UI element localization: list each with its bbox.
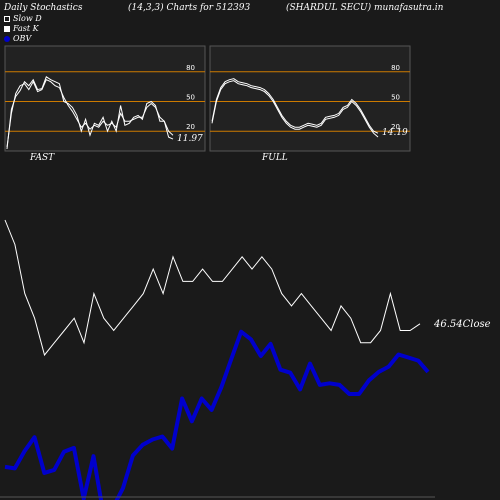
fast-series-1-line — [6, 76, 174, 150]
legend-label-slow-d: Slow D — [13, 14, 42, 23]
legend-item-fast-k: Fast K — [4, 24, 42, 34]
fast-panel-frame — [4, 45, 206, 152]
legend-item-slow-d: Slow D — [4, 14, 42, 24]
legend-label-fast-k: Fast K — [13, 24, 39, 33]
full-tick-label: 50 — [391, 94, 400, 102]
full-tick-label: 80 — [391, 64, 400, 72]
legend: Slow D Fast K OBV — [4, 14, 42, 44]
legend-label-obv: OBV — [13, 34, 32, 43]
legend-swatch-fast-k — [4, 26, 10, 32]
full-tick-label: 20 — [391, 123, 400, 131]
fast-series-2-line — [6, 79, 174, 148]
full-panel-frame — [209, 45, 411, 152]
full-series-1-line — [211, 78, 379, 134]
fast-panel-label: FAST — [30, 153, 55, 163]
fast-tick-label: 80 — [186, 64, 195, 72]
chart-title-params: (14,3,3) Charts for 512393 — [128, 3, 251, 13]
fast-end-label: 11.97 — [177, 134, 203, 144]
chart-title-right: (SHARDUL SECU) munafasutra.in — [286, 3, 444, 13]
fast-tick-label: 20 — [186, 123, 195, 131]
legend-swatch-slow-d — [4, 16, 10, 22]
full-end-label: 14.19 — [382, 128, 408, 138]
full-panel-label: FULL — [262, 153, 288, 163]
price-line — [4, 219, 421, 357]
full-series-2-line — [211, 80, 379, 138]
legend-item-obv: OBV — [4, 34, 42, 44]
obv-line — [4, 329, 430, 500]
legend-swatch-obv — [4, 36, 10, 42]
chart-title-left: Daily Stochastics — [4, 3, 83, 13]
fast-tick-label: 50 — [186, 94, 195, 102]
price-end-label: 46.54Close — [433, 319, 491, 330]
